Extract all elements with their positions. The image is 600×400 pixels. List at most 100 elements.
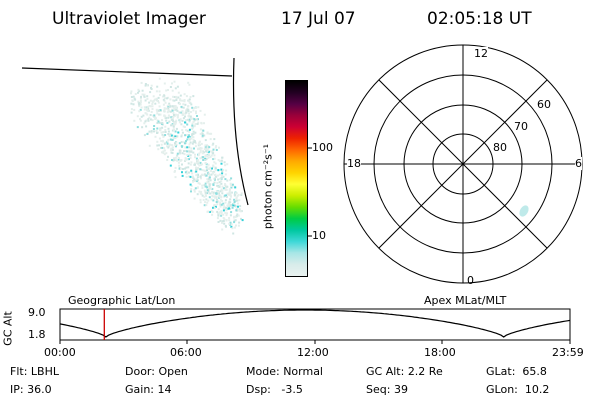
x-tick-label-1: 06:00 [170,346,202,359]
aurora-pixel [189,96,192,98]
aurora-pixel [230,225,233,228]
aurora-pixel [182,125,185,128]
aurora-pixel [199,164,202,166]
aurora-pixel [188,120,191,123]
colorbar-tick-label-100: 100 [312,141,333,154]
aurora-pixel [220,180,223,183]
aurora-pixel [166,140,169,143]
door-value: Open [158,365,188,378]
aurora-pixel [171,124,174,127]
aurora-pixel [217,191,220,194]
aurora-pixel [175,127,178,130]
aurora-pixel [198,182,201,185]
aurora-pixel [193,197,196,200]
aurora-pixel [168,145,171,148]
aurora-pixel [239,205,242,208]
aurora-pixel [185,119,188,122]
aurora-pixel [150,88,153,90]
aurora-pixel [212,183,215,186]
aurora-pixel [185,129,188,132]
aurora-pixel [158,77,161,80]
altitude-plot-left-title: Geographic Lat/Lon [68,294,176,307]
aurora-pixel [213,181,216,184]
seq-value: 39 [393,383,408,396]
aurora-pixel [216,198,218,201]
aurora-pixel [173,158,176,161]
polar-lat-label-70: 70 [514,120,528,133]
aurora-pixel [230,177,233,180]
aurora-pixel [210,187,213,190]
aurora-pixel [182,168,184,170]
aurora-pixel [167,155,169,158]
aurora-pixel [171,89,174,92]
aurora-pixel [185,95,188,98]
aurora-pixel [216,182,219,184]
aurora-pixel [133,108,136,111]
aurora-pixel [212,199,215,202]
aurora-pixel [180,141,183,143]
aurora-pixel [177,96,180,99]
aurora-pixel [209,138,212,141]
aurora-pixel [219,198,222,201]
aurora-pixel [162,103,165,106]
aurora-pixel [167,133,170,135]
aurora-pixel [176,154,179,157]
aurora-pixel [225,214,228,217]
mode-info: Mode: Normal [246,365,323,378]
aurora-pixel [130,111,133,114]
aurora-pixel [140,81,143,84]
aurora-pixel [173,114,175,116]
aurora-pixel [201,169,204,172]
aurora-pixel [220,211,223,214]
aurora-pixel [235,192,237,195]
aurora-pixel [227,202,230,205]
aurora-pixel [161,146,164,149]
aurora-pixel [235,215,238,218]
aurora-pixel [154,135,157,138]
aurora-pixel [211,188,214,190]
aurora-pixel [178,164,181,167]
aurora-pixel [180,123,183,126]
aurora-pixel [202,129,205,132]
altitude-curve [59,309,571,338]
door-info: Door: Open [125,365,188,378]
aurora-pixel [149,114,152,116]
aurora-pixel [153,125,156,127]
aurora-pixel [148,130,151,133]
aurora-pixel [204,154,207,157]
aurora-pixel [155,108,158,111]
aurora-pixel [196,193,199,196]
aurora-pixel [203,184,206,187]
aurora-pixel [141,89,144,92]
aurora-pixel [211,213,214,216]
aurora-pixel [191,172,194,175]
aurora-pixel [171,134,174,137]
aurora-pixel [207,145,210,147]
aurora-pixel [214,168,217,171]
aurora-pixel [199,109,202,112]
aurora-pixel [222,204,225,207]
aurora-pixel [190,190,192,193]
aurora-pixel [204,139,207,142]
aurora-pixel [171,82,173,85]
aurora-pixel [180,145,183,148]
aurora-pixel [211,210,214,213]
aurora-pixel [176,109,179,112]
aurora-pixel [212,158,215,161]
aurora-pixel [170,116,173,119]
aurora-pixel [183,100,186,103]
aurora-pixel [171,152,174,154]
aurora-pixel [194,123,197,125]
aurora-pixel [137,100,140,103]
date-label: 17 Jul 07 [281,9,356,29]
aurora-pixel [178,121,181,124]
aurora-pixel [187,162,190,165]
x-tick-label-2: 12:00 [297,346,329,359]
dsp-info: Dsp: -3.5 [246,383,303,396]
aurora-pixel [195,106,198,109]
aurora-pixel [173,170,176,173]
aurora-pixel [208,185,211,188]
aurora-pixel [184,112,187,115]
aurora-pixel [158,121,161,124]
